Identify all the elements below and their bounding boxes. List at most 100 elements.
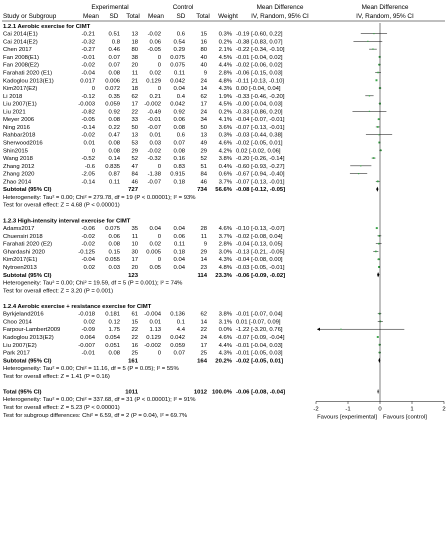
ctl-sd: 0.06 — [174, 234, 186, 240]
weight: 3.1% — [219, 319, 233, 325]
ctl-mean: 0.129 — [146, 335, 161, 341]
subtotal-diamond — [378, 357, 381, 363]
md-ci-text: 0.00 [-0.04, 0.04] — [236, 86, 281, 92]
weight: 0.2% — [219, 39, 233, 45]
md-ci-text: -0.01 [-0.05, 0.03] — [236, 351, 283, 357]
axis-tick-label: 0 — [378, 406, 382, 412]
effect-marker — [377, 71, 379, 74]
study-name: Sherwood2016 — [3, 141, 43, 147]
md-ci-text: -1.22 [-3.20, 0.76] — [236, 327, 283, 333]
ctl-mean: 0 — [158, 257, 162, 263]
exp-mean: -0.32 — [82, 39, 95, 45]
exp-total: 84 — [131, 172, 138, 178]
exp-total: 22 — [131, 335, 138, 341]
ctl-mean: 0 — [158, 234, 162, 240]
study-name: Cai 2014(E1) — [3, 32, 38, 38]
exp-sd: 0.15 — [109, 249, 121, 255]
exp-mean: -2.05 — [82, 172, 96, 178]
ctl-total: 40 — [200, 55, 207, 61]
study-name: Liu 2021 — [3, 109, 26, 115]
ctl-sd: 0.136 — [170, 312, 185, 318]
header-exp-total: Total — [126, 13, 140, 20]
exp-total: 35 — [131, 226, 138, 232]
axis-tick-label: -1 — [345, 406, 350, 412]
ctl-total: 49 — [200, 141, 207, 147]
ctl-total: 24 — [200, 335, 207, 341]
header-ctl-total: Total — [196, 13, 210, 20]
weight: 4.2% — [219, 148, 233, 154]
ctl-sd: 0.915 — [170, 172, 185, 178]
exp-sd: 0.054 — [105, 335, 120, 341]
ctl-total: 29 — [200, 249, 207, 255]
total-weight: 100.0% — [212, 389, 233, 395]
exp-sd: 0.14 — [109, 156, 121, 162]
ctl-total: 14 — [200, 319, 207, 325]
header-study: Study or Subgroup — [3, 13, 57, 20]
weight: 4.3% — [219, 351, 233, 357]
overall-effect-text: Test for overall effect: Z = 3.20 (P = 0… — [3, 288, 113, 294]
exp-sd: 0.055 — [105, 257, 120, 263]
study-name: Farahati 2020 (E2) — [3, 242, 52, 248]
overall-effect-text: Test for overall effect: Z = 1.41 (P = 0… — [3, 374, 110, 380]
ctl-total: 52 — [200, 156, 207, 162]
exp-total: 22 — [131, 109, 138, 115]
ci-line-arrow-left — [317, 327, 320, 331]
header-control: Control — [173, 4, 194, 11]
exp-sd: 0.87 — [109, 172, 120, 178]
effect-marker — [375, 227, 378, 230]
ctl-sd: 0.54 — [174, 39, 186, 45]
subtotal-weight: 23.3% — [215, 273, 232, 279]
weight: 4.6% — [219, 335, 233, 341]
exp-mean: 0.01 — [84, 141, 95, 147]
study-name: Li 2018 — [3, 94, 23, 100]
ctl-mean: 0.02 — [150, 70, 161, 76]
exp-sd: 0.08 — [109, 141, 121, 147]
ctl-total: 84 — [200, 172, 207, 178]
weight: 0.3% — [219, 133, 233, 139]
exp-sd: 0.11 — [109, 179, 120, 185]
subtotal-ctl-total: 114 — [197, 273, 207, 279]
exp-sd: 0.06 — [109, 234, 121, 240]
exp-total: 16 — [131, 343, 138, 349]
exp-total: 50 — [131, 125, 138, 131]
exp-mean: -0.125 — [78, 249, 95, 255]
ctl-sd: 0.042 — [170, 78, 185, 84]
md-ci-text: -0.01 [-0.04, 0.03] — [236, 343, 283, 349]
exp-sd: 0.8 — [112, 39, 121, 45]
exp-total: 18 — [131, 39, 138, 45]
ctl-total: 14 — [200, 257, 207, 263]
ctl-mean: -0.01 — [148, 117, 161, 123]
ctl-mean: 0.05 — [150, 265, 162, 271]
exp-mean: -0.02 — [82, 133, 95, 139]
ctl-mean: 0.005 — [146, 249, 161, 255]
ctl-mean: 0.01 — [150, 133, 161, 139]
ctl-sd: 0.075 — [170, 63, 185, 69]
md-ci-text: -0.04 [-0.07, -0.01] — [236, 117, 285, 123]
exp-total: 33 — [131, 117, 138, 123]
study-name: Farahati 2020 (E1) — [3, 70, 52, 76]
study-name: Shin2015 — [3, 148, 29, 154]
effect-marker — [372, 48, 374, 50]
exp-sd: 0.07 — [109, 55, 120, 61]
axis-tick-label: 1 — [410, 406, 413, 412]
study-name: Zhang 2020 — [3, 172, 35, 178]
exp-sd: 0.08 — [109, 117, 121, 123]
md-ci-text: 0.02 [-0.02, 0.06] — [236, 148, 281, 154]
exp-mean: -0.14 — [82, 125, 96, 131]
forest-rows: 1.2.1 Aerobic exercise for CIMT Cai 2014(… — [3, 24, 405, 419]
ctl-total: 17 — [200, 343, 207, 349]
ctl-total: 40 — [200, 63, 207, 69]
exp-mean: -0.12 — [82, 94, 95, 100]
ctl-total: 51 — [200, 164, 207, 170]
exp-sd: 0.075 — [105, 226, 120, 232]
exp-sd: 0.08 — [109, 351, 121, 357]
exp-sd: 0.08 — [109, 70, 121, 76]
md-ci-text: -0.06 [-0.15, 0.03] — [236, 70, 283, 76]
md-ci-text: -0.11 [-0.13, -0.10] — [236, 78, 284, 84]
study-name: Wang 2018 — [3, 156, 34, 162]
weight: 1.9% — [219, 94, 233, 100]
exp-mean: -0.14 — [82, 179, 96, 185]
effect-marker — [378, 351, 381, 354]
exp-sd: 0.072 — [105, 86, 120, 92]
effect-marker — [375, 79, 378, 82]
